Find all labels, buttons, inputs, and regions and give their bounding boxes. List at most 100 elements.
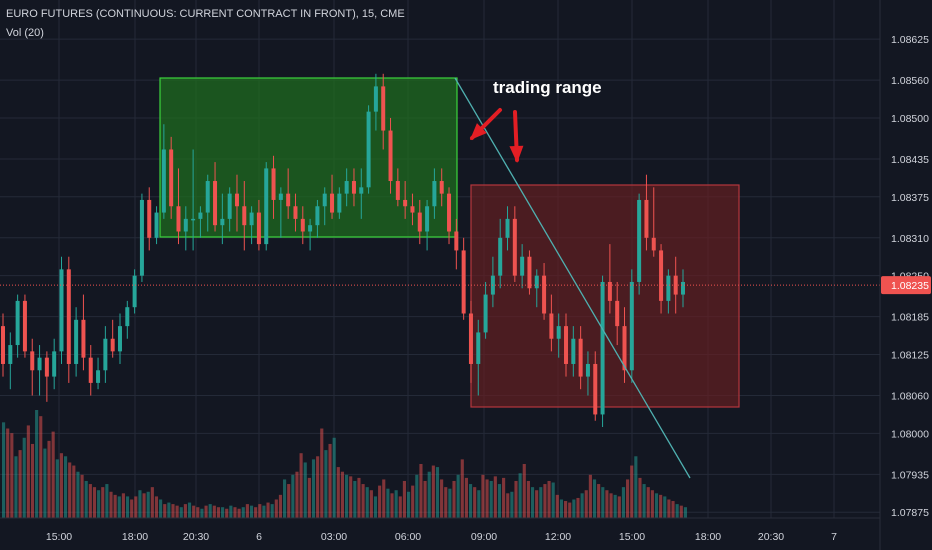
candle-body	[147, 199, 152, 238]
candle-body	[585, 363, 590, 377]
symbol-title[interactable]: EURO FUTURES (CONTINUOUS: CURRENT CONTRA…	[6, 8, 405, 20]
volume-bar	[621, 487, 626, 518]
volume-bar	[609, 493, 613, 518]
volume-bar	[47, 440, 51, 518]
volume-bar	[254, 507, 258, 518]
candle-body	[154, 212, 159, 238]
volume-bar	[187, 502, 192, 518]
candle-body	[366, 111, 371, 188]
candle-body	[183, 218, 188, 232]
candle-body	[249, 212, 254, 226]
current-price-label: 1.08235	[891, 280, 929, 292]
volume-bar	[650, 490, 654, 518]
volume-bar	[497, 484, 502, 518]
candle-body	[330, 193, 335, 213]
price-tick-label: 1.08435	[891, 154, 929, 166]
time-tick-label: 03:00	[321, 531, 347, 543]
volume-bar	[431, 465, 435, 518]
volume-bar	[245, 504, 249, 518]
candle-body	[308, 225, 313, 232]
volume-bar	[543, 484, 547, 518]
candle-body	[52, 351, 57, 377]
volume-bar	[493, 476, 497, 518]
volume-bar	[559, 499, 564, 518]
volume-bar	[518, 473, 522, 518]
candle-body	[37, 357, 42, 371]
volume-bar	[283, 479, 287, 518]
volume-bar	[101, 487, 105, 518]
volume-bar	[402, 480, 406, 518]
volume-indicator-label[interactable]: Vol (20)	[6, 27, 44, 39]
volume-bar	[18, 450, 22, 518]
candle-body	[454, 231, 459, 251]
candle-body	[468, 313, 473, 364]
candle-body	[337, 193, 342, 213]
candle-body	[629, 281, 634, 371]
volume-bar	[121, 493, 125, 518]
volume-bar	[328, 443, 332, 518]
volume-bar	[415, 474, 419, 518]
volume-bar	[568, 502, 572, 518]
volume-bar	[555, 494, 559, 518]
candle-body	[637, 199, 642, 282]
candle-body	[322, 193, 327, 207]
volume-bar	[266, 502, 270, 518]
candle-body	[44, 357, 49, 377]
candle-body	[615, 300, 620, 327]
candle-body	[286, 193, 291, 207]
volume-bar	[605, 490, 609, 518]
candle-body	[571, 338, 576, 364]
volume-bar	[208, 504, 212, 518]
candle-body	[512, 218, 517, 276]
volume-bar	[373, 496, 378, 518]
volume-bar	[485, 479, 489, 518]
candle-body	[439, 181, 444, 194]
candle-body	[622, 326, 627, 371]
volume-bar	[183, 504, 187, 518]
candle-body	[15, 300, 20, 346]
volume-bar	[146, 491, 150, 518]
time-tick-label: 09:00	[471, 531, 497, 543]
volume-bar	[134, 496, 138, 518]
candle-body	[8, 345, 13, 364]
candle-body	[498, 237, 503, 276]
candle-body	[578, 338, 583, 377]
grid-lines	[0, 0, 880, 518]
price-tick-label: 1.08310	[891, 233, 929, 245]
candle-body	[607, 281, 612, 301]
time-tick-label: 6	[256, 531, 262, 543]
volume-bar	[316, 456, 320, 518]
candle-body	[1, 326, 5, 364]
candle-body	[395, 181, 400, 200]
volume-bar	[204, 505, 208, 518]
time-axis[interactable]: 15:00 18:00 20:30 6 03:00 06:00 09:00 12:00 15:0…	[0, 517, 880, 543]
red-trading-range-box	[470, 184, 740, 408]
candle-body	[381, 86, 386, 131]
current-price-tag	[881, 276, 931, 295]
volume-bar	[200, 508, 204, 518]
candle-body	[176, 206, 181, 232]
volume-bar	[63, 456, 68, 518]
volume-bar	[667, 499, 671, 518]
volume-bar	[175, 505, 179, 518]
volume-bar	[336, 467, 340, 518]
price-axis[interactable]: 1.08625 1.08560 1.08500 1.08435 1.08375 1.083…	[879, 0, 931, 550]
candle-body	[410, 206, 415, 213]
candle-body	[556, 326, 561, 339]
volume-bar	[68, 462, 72, 518]
volume-bar	[142, 493, 146, 518]
candle-body	[534, 275, 539, 289]
annotations-overlay: trading range	[0, 77, 880, 479]
volume-bar	[369, 490, 373, 518]
volume-bar	[588, 474, 592, 518]
volume-bar	[452, 480, 456, 518]
volume-bar	[14, 456, 18, 518]
volume-bar	[299, 453, 303, 518]
volume-bar	[481, 474, 485, 518]
volume-bar	[241, 507, 245, 518]
trendline	[454, 77, 691, 479]
candle-body	[278, 193, 283, 200]
candle-body	[30, 351, 35, 371]
